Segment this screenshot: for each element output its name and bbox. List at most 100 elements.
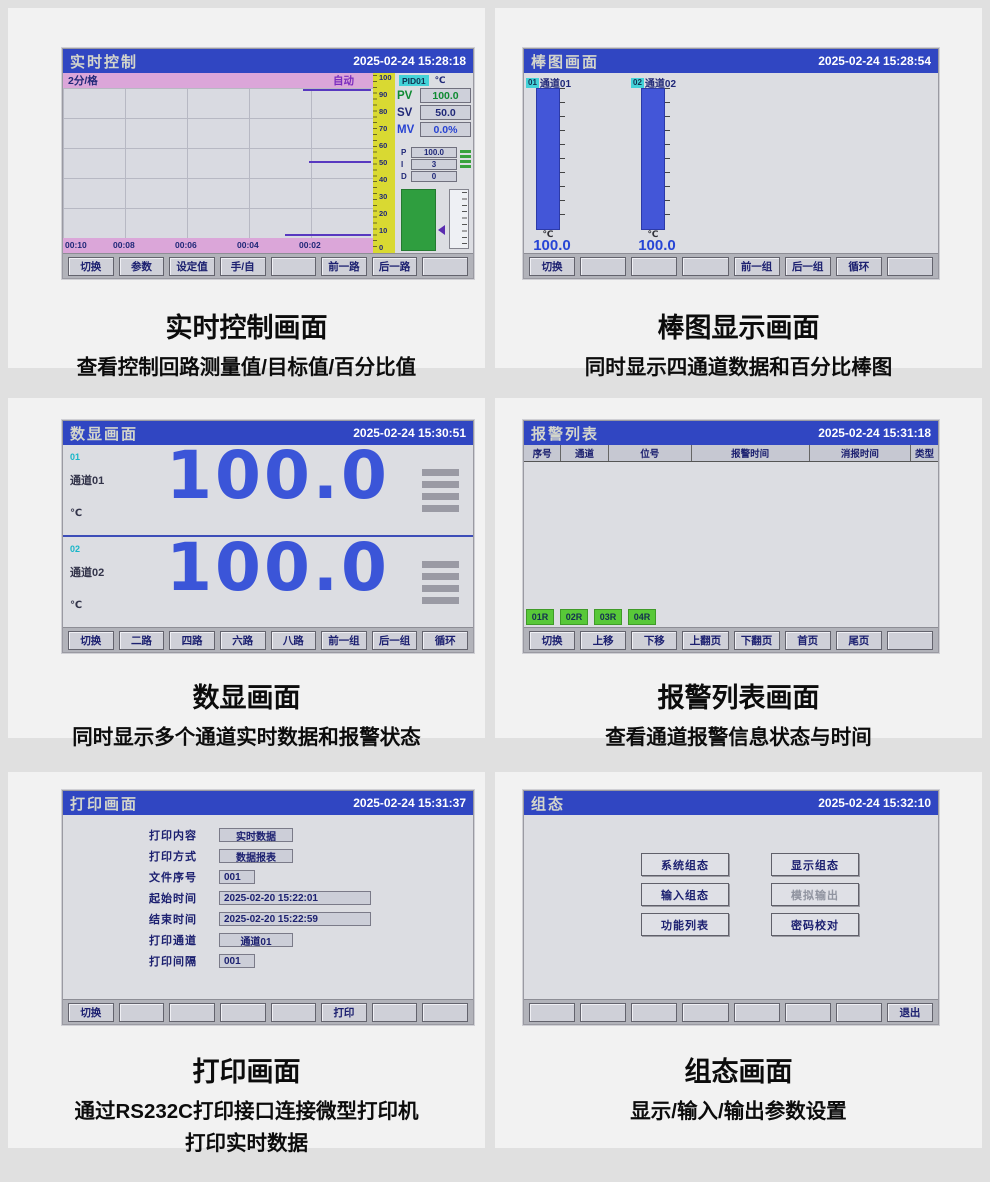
softkey-blank[interactable] xyxy=(270,1002,317,1022)
channel-bar xyxy=(536,88,560,230)
start-time-field[interactable]: 2025-02-20 15:22:01 xyxy=(219,891,371,905)
softkey-blank[interactable] xyxy=(835,1002,882,1022)
menu-system-config[interactable]: 系统组态 xyxy=(641,853,729,876)
softkey-next-group[interactable]: 后一组 xyxy=(371,630,418,650)
softkey-blank[interactable] xyxy=(219,1002,266,1022)
screen-body: 打印内容 实时数据 打印方式 数据报表 文件序号 001 起始时间 2025-0… xyxy=(63,815,473,999)
softkey-next-group[interactable]: 后一组 xyxy=(784,256,831,276)
softkey-blank[interactable] xyxy=(886,630,933,650)
d-label: D xyxy=(401,172,407,181)
softkey-blank[interactable] xyxy=(270,256,317,276)
pointer-triangle-icon xyxy=(438,225,445,235)
softkey-blank[interactable] xyxy=(529,1002,576,1022)
softkey-blank[interactable] xyxy=(580,1002,627,1022)
bar-channel-1: 01 通道01 ℃ 100.0 xyxy=(526,73,626,253)
softkey-up[interactable]: 上移 xyxy=(580,630,627,650)
channel-value: 100.0 xyxy=(533,237,571,253)
screen-timestamp: 2025-02-24 15:28:54 xyxy=(818,54,931,68)
channel-badge: 01 xyxy=(70,452,81,462)
ruler-tick: 100 xyxy=(379,73,392,82)
sv-label: SV xyxy=(397,106,413,119)
softkey-blank[interactable] xyxy=(580,256,627,276)
softkey-blank[interactable] xyxy=(422,256,468,276)
softkey-eight-ch[interactable]: 八路 xyxy=(270,630,317,650)
softkey-prev-group[interactable]: 前一组 xyxy=(733,256,780,276)
softkey-last-page[interactable]: 尾页 xyxy=(835,630,882,650)
softkey-blank[interactable] xyxy=(371,1002,418,1022)
softkey-blank[interactable] xyxy=(169,1002,215,1022)
softkey-four-ch[interactable]: 四路 xyxy=(169,630,215,650)
file-number-field[interactable]: 001 xyxy=(219,870,255,884)
softkey-page-down[interactable]: 下翻页 xyxy=(733,630,780,650)
softkey-six-ch[interactable]: 六路 xyxy=(219,630,266,650)
softkey-down[interactable]: 下移 xyxy=(631,630,678,650)
softkey-switch[interactable]: 切换 xyxy=(68,630,114,650)
softkey-blank[interactable] xyxy=(422,1002,468,1022)
softkey-setpoint[interactable]: 设定值 xyxy=(169,256,215,276)
softkey-switch[interactable]: 切换 xyxy=(68,256,114,276)
softkey-prev-loop[interactable]: 前一路 xyxy=(321,256,367,276)
print-channel-field[interactable]: 通道01 xyxy=(219,933,293,948)
ruler-tick: 80 xyxy=(379,107,388,117)
cell-alarm: 报警列表 2025-02-24 15:31:18 序号 通道 位号 报警时间 消… xyxy=(495,398,982,749)
screen-body: 2分/格 自动 00:10 00:08 00:06 00:04 00:02 xyxy=(63,73,473,253)
menu-analog-output[interactable]: 模拟输出 xyxy=(771,883,859,906)
channel-badge: 02 xyxy=(70,544,81,554)
softkey-bar: 切换 二路 四路 六路 八路 前一组 后一组 循环 xyxy=(63,627,473,652)
alarm-table-header: 序号 通道 位号 报警时间 消报时间 类型 xyxy=(524,445,938,462)
caption-title: 数显画面 xyxy=(192,683,301,713)
screen-timestamp: 2025-02-24 15:28:18 xyxy=(353,54,466,68)
caption-digital: 数显画面 同时显示多个通道实时数据和报警状态 xyxy=(8,676,485,753)
caption-subtitle: 显示/输入/输出参数设置 xyxy=(630,1100,847,1123)
softkey-bar: 退出 xyxy=(524,999,938,1024)
softkey-params[interactable]: 参数 xyxy=(118,256,165,276)
softkey-blank[interactable] xyxy=(886,256,933,276)
time-tick: 00:06 xyxy=(175,240,197,250)
digital-channel-2: 02 通道02 ℃ 100.0 xyxy=(63,529,473,627)
softkey-exit[interactable]: 退出 xyxy=(886,1002,933,1022)
bar-tick-rail xyxy=(560,88,565,228)
cell-realtime: 实时控制 2025-02-24 15:28:18 2分/格 自动 00:10 xyxy=(8,8,485,379)
caption-subtitle-2: 打印实时数据 xyxy=(185,1131,308,1155)
softkey-first-page[interactable]: 首页 xyxy=(784,630,831,650)
menu-input-config[interactable]: 输入组态 xyxy=(641,883,729,906)
relay-badge: 04R xyxy=(628,609,656,625)
softkey-switch[interactable]: 切换 xyxy=(529,630,576,650)
mv-trace xyxy=(285,234,371,236)
softkey-cycle[interactable]: 循环 xyxy=(835,256,882,276)
field-label: 打印间隔 xyxy=(149,956,197,968)
softkey-two-ch[interactable]: 二路 xyxy=(118,630,165,650)
menu-function-list[interactable]: 功能列表 xyxy=(641,913,729,936)
softkey-blank[interactable] xyxy=(118,1002,165,1022)
menu-display-config[interactable]: 显示组态 xyxy=(771,853,859,876)
end-time-field[interactable]: 2025-02-20 15:22:59 xyxy=(219,912,371,926)
softkey-cycle[interactable]: 循环 xyxy=(422,630,468,650)
screen-title: 数显画面 xyxy=(70,425,139,443)
print-mode-field[interactable]: 数据报表 xyxy=(219,849,293,864)
softkey-switch[interactable]: 切换 xyxy=(529,256,576,276)
print-interval-field[interactable]: 001 xyxy=(219,954,255,968)
menu-password-check[interactable]: 密码校对 xyxy=(771,913,859,936)
print-content-field[interactable]: 实时数据 xyxy=(219,828,293,843)
caption-bargraph: 棒图显示画面 同时显示四通道数据和百分比棒图 xyxy=(495,306,982,383)
softkey-blank[interactable] xyxy=(682,1002,729,1022)
softkey-next-loop[interactable]: 后一路 xyxy=(371,256,418,276)
trend-area: 2分/格 自动 00:10 00:08 00:06 00:04 00:02 xyxy=(63,73,373,253)
time-tick: 00:08 xyxy=(113,240,135,250)
softkey-manual-auto[interactable]: 手/自 xyxy=(219,256,266,276)
softkey-prev-group[interactable]: 前一组 xyxy=(321,630,367,650)
caption-title: 实时控制画面 xyxy=(165,313,328,343)
softkey-switch[interactable]: 切换 xyxy=(68,1002,114,1022)
softkey-blank[interactable] xyxy=(631,256,678,276)
field-label: 打印内容 xyxy=(149,830,197,842)
channel-value: 100.0 xyxy=(166,445,390,514)
softkey-blank[interactable] xyxy=(682,256,729,276)
channel-value: 100.0 xyxy=(166,529,390,606)
softkey-blank[interactable] xyxy=(733,1002,780,1022)
screen-timestamp: 2025-02-24 15:30:51 xyxy=(353,426,466,440)
softkey-blank[interactable] xyxy=(631,1002,678,1022)
screen-header: 打印画面 2025-02-24 15:31:37 xyxy=(63,791,473,815)
softkey-blank[interactable] xyxy=(784,1002,831,1022)
softkey-page-up[interactable]: 上翻页 xyxy=(682,630,729,650)
softkey-print[interactable]: 打印 xyxy=(321,1002,367,1022)
